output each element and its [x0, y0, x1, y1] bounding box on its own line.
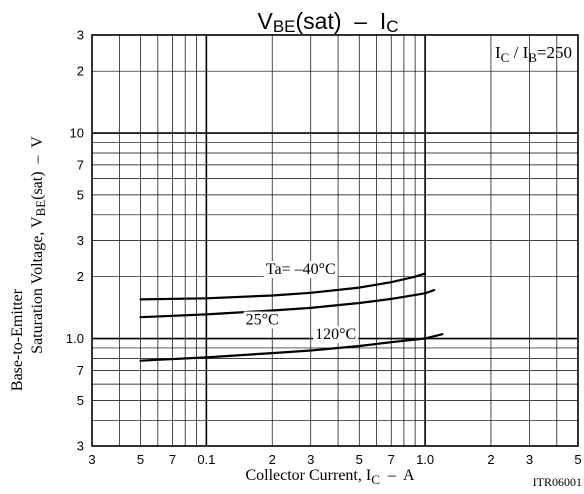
series-label: Ta= –40°C: [266, 261, 336, 278]
series-label-mask: [243, 311, 281, 329]
y-tick-label: 3: [77, 28, 84, 43]
series-label: 25°C: [246, 312, 279, 329]
x-tick-label: 3: [307, 452, 314, 467]
series-line: [139, 289, 436, 319]
x-tick-label: 7: [388, 452, 395, 467]
plot-frame: [91, 34, 579, 447]
y-tick-label: 5: [77, 187, 84, 202]
series-layer: Ta= –40°C 25°C 120°C: [139, 261, 444, 362]
x-tick-label: 2: [269, 452, 276, 467]
x-tick-label: 7: [169, 452, 176, 467]
series-label: 120°C: [315, 326, 356, 343]
y-tick-label: 2: [77, 269, 84, 284]
x-axis-label: Collector Current, IC – A: [245, 467, 415, 487]
y-tick-label: 1.0: [66, 331, 84, 346]
condition-annotation: IC / IB=250: [495, 43, 572, 65]
chart-title: VBE(sat) – IC: [257, 8, 398, 36]
y-tick-label: 7: [77, 157, 84, 172]
series-label-mask: [313, 325, 359, 343]
y-tick-label: 3: [77, 439, 84, 454]
x-tick-label: 5: [137, 452, 144, 467]
series-line: [139, 272, 427, 301]
y-axis-label: Base-to-Emitter Saturation Voltage, VBE(…: [9, 136, 48, 391]
x-tick-label: 1.0: [416, 452, 434, 467]
x-tick-label: 0.1: [197, 452, 215, 467]
y-tick-label: 3: [77, 233, 84, 248]
series-line: [139, 333, 444, 362]
series-label-mask: [263, 261, 338, 279]
tick-labels: 3 5 7 0.1 2 3 5 7 1.0 2 3 5 3 5 7 1.0 2 3 5 7 10 2 3: [66, 28, 582, 468]
x-tick-label: 5: [356, 452, 363, 467]
x-tick-label: 5: [574, 452, 581, 467]
y-axis-label-line1: Base-to-Emitter: [9, 288, 26, 391]
x-tick-label: 2: [487, 452, 494, 467]
y-tick-label: 7: [77, 363, 84, 378]
y-tick-label: 2: [77, 64, 84, 79]
y-tick-label: 5: [77, 393, 84, 408]
y-tick-label: 10: [70, 126, 84, 141]
y-axis-label-line2: Saturation Voltage, VBE(sat) – V: [29, 136, 48, 354]
x-tick-label: 3: [526, 452, 533, 467]
x-tick-label: 3: [88, 452, 95, 467]
figure-id: ITR06001: [533, 475, 582, 489]
grid: [91, 34, 579, 447]
